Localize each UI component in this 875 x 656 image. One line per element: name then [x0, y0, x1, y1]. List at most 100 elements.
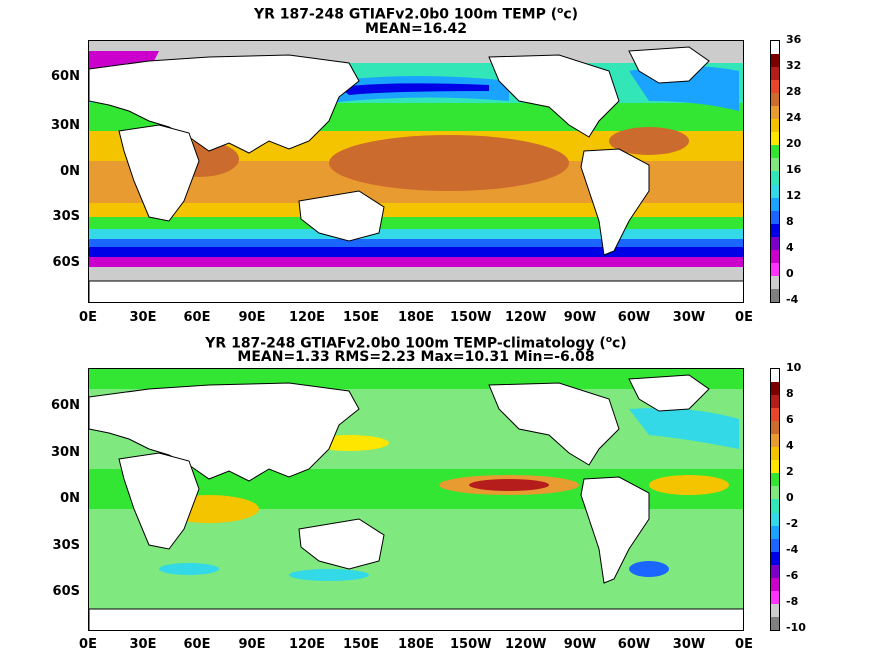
colorbar-swatch	[771, 288, 779, 302]
bottom-lat-0n: 0N	[60, 491, 80, 506]
top-cbar-label: 32	[786, 59, 802, 72]
bottom-subtitle: MEAN=1.33 RMS=2.23 Max=10.31 Min=-6.08	[237, 349, 595, 365]
top-lon-90e: 90E	[238, 310, 266, 325]
bottom-map-svg	[89, 369, 743, 630]
bottom-cbar-label: 6	[786, 413, 794, 426]
colorbar-swatch	[771, 473, 779, 487]
top-cbar-label: -4	[786, 293, 799, 306]
colorbar-swatch	[771, 262, 779, 276]
colorbar-swatch	[771, 590, 779, 604]
colorbar-swatch	[771, 525, 779, 539]
colorbar-swatch	[771, 369, 779, 383]
colorbar-swatch	[771, 408, 779, 422]
top-lat-60n: 60N	[51, 69, 80, 84]
top-cbar-label: 0	[786, 267, 794, 280]
top-lon-60w: 60W	[617, 310, 651, 325]
bottom-lon-90e: 90E	[238, 637, 266, 652]
top-lat-30n: 30N	[51, 118, 80, 133]
top-lon-0e-end: 0E	[735, 310, 753, 325]
bottom-cbar-label: 2	[786, 465, 794, 478]
colorbar-swatch	[771, 564, 779, 578]
colorbar-swatch	[771, 460, 779, 474]
top-cbar-label: 8	[786, 215, 794, 228]
bottom-lon-180e: 180E	[397, 637, 435, 652]
bottom-lon-120e: 120E	[288, 637, 326, 652]
top-lat-0n: 0N	[60, 164, 80, 179]
top-lon-30e: 30E	[129, 310, 157, 325]
bottom-cbar-label: 10	[786, 361, 802, 374]
colorbar-swatch	[771, 132, 779, 146]
bottom-lon-30e: 30E	[129, 637, 157, 652]
bottom-colorbar	[770, 368, 780, 631]
colorbar-swatch	[771, 93, 779, 107]
top-cbar-label: 36	[786, 33, 802, 46]
colorbar-swatch	[771, 447, 779, 461]
colorbar-swatch	[771, 486, 779, 500]
bottom-lon-0e: 0E	[79, 637, 97, 652]
top-subtitle: MEAN=16.42	[364, 21, 468, 37]
top-cbar-label: 12	[786, 189, 802, 202]
colorbar-swatch	[771, 434, 779, 448]
top-lon-60e: 60E	[183, 310, 211, 325]
top-map-svg	[89, 41, 743, 302]
colorbar-swatch	[771, 395, 779, 409]
bottom-cbar-label: -10	[786, 621, 806, 634]
colorbar-swatch	[771, 106, 779, 120]
bottom-cbar-label: 0	[786, 491, 794, 504]
colorbar-swatch	[771, 223, 779, 237]
bottom-cbar-label: -8	[786, 595, 799, 608]
bottom-lat-60s: 60S	[52, 584, 80, 599]
colorbar-swatch	[771, 538, 779, 552]
colorbar-swatch	[771, 616, 779, 630]
bottom-map-panel	[88, 368, 744, 631]
top-title: YR 187-248 GTIAFv2.0b0 100m TEMP (oc)	[253, 6, 579, 23]
bottom-cbar-label: -2	[786, 517, 799, 530]
top-map-panel	[88, 40, 744, 303]
colorbar-swatch	[771, 382, 779, 396]
top-cbar-label: 16	[786, 163, 802, 176]
top-lon-0e: 0E	[79, 310, 97, 325]
colorbar-swatch	[771, 171, 779, 185]
colorbar-swatch	[771, 249, 779, 263]
colorbar-swatch	[771, 551, 779, 565]
bottom-lat-30s: 30S	[52, 538, 80, 553]
top-lon-150w: 150W	[450, 310, 492, 325]
colorbar-swatch	[771, 236, 779, 250]
top-cbar-label: 28	[786, 85, 802, 98]
bottom-lon-90w: 90W	[563, 637, 597, 652]
top-lon-30w: 30W	[672, 310, 706, 325]
top-lat-30s: 30S	[52, 209, 80, 224]
colorbar-swatch	[771, 210, 779, 224]
bottom-title: YR 187-248 GTIAFv2.0b0 100m TEMP-climato…	[205, 335, 627, 352]
bottom-lat-60n: 60N	[51, 398, 80, 413]
top-colorbar	[770, 40, 780, 303]
top-lon-120w: 120W	[505, 310, 547, 325]
bottom-lon-120w: 120W	[505, 637, 547, 652]
colorbar-swatch	[771, 603, 779, 617]
colorbar-swatch	[771, 499, 779, 513]
bottom-cbar-label: -4	[786, 543, 799, 556]
colorbar-swatch	[771, 421, 779, 435]
top-cbar-label: 4	[786, 241, 794, 254]
bottom-cbar-label: -6	[786, 569, 799, 582]
bottom-lat-30n: 30N	[51, 445, 80, 460]
bottom-lon-150w: 150W	[450, 637, 492, 652]
bottom-lon-30w: 30W	[672, 637, 706, 652]
top-cbar-label: 24	[786, 111, 802, 124]
bottom-lon-150e: 150E	[342, 637, 380, 652]
colorbar-swatch	[771, 512, 779, 526]
top-lon-120e: 120E	[288, 310, 326, 325]
colorbar-swatch	[771, 184, 779, 198]
top-cbar-label: 20	[786, 137, 802, 150]
colorbar-swatch	[771, 145, 779, 159]
colorbar-swatch	[771, 577, 779, 591]
bottom-lon-60w: 60W	[617, 637, 651, 652]
colorbar-swatch	[771, 80, 779, 94]
top-lon-180e: 180E	[397, 310, 435, 325]
colorbar-swatch	[771, 275, 779, 289]
top-lat-60s: 60S	[52, 255, 80, 270]
top-lon-150e: 150E	[342, 310, 380, 325]
colorbar-swatch	[771, 54, 779, 68]
colorbar-swatch	[771, 67, 779, 81]
bottom-lon-60e: 60E	[183, 637, 211, 652]
